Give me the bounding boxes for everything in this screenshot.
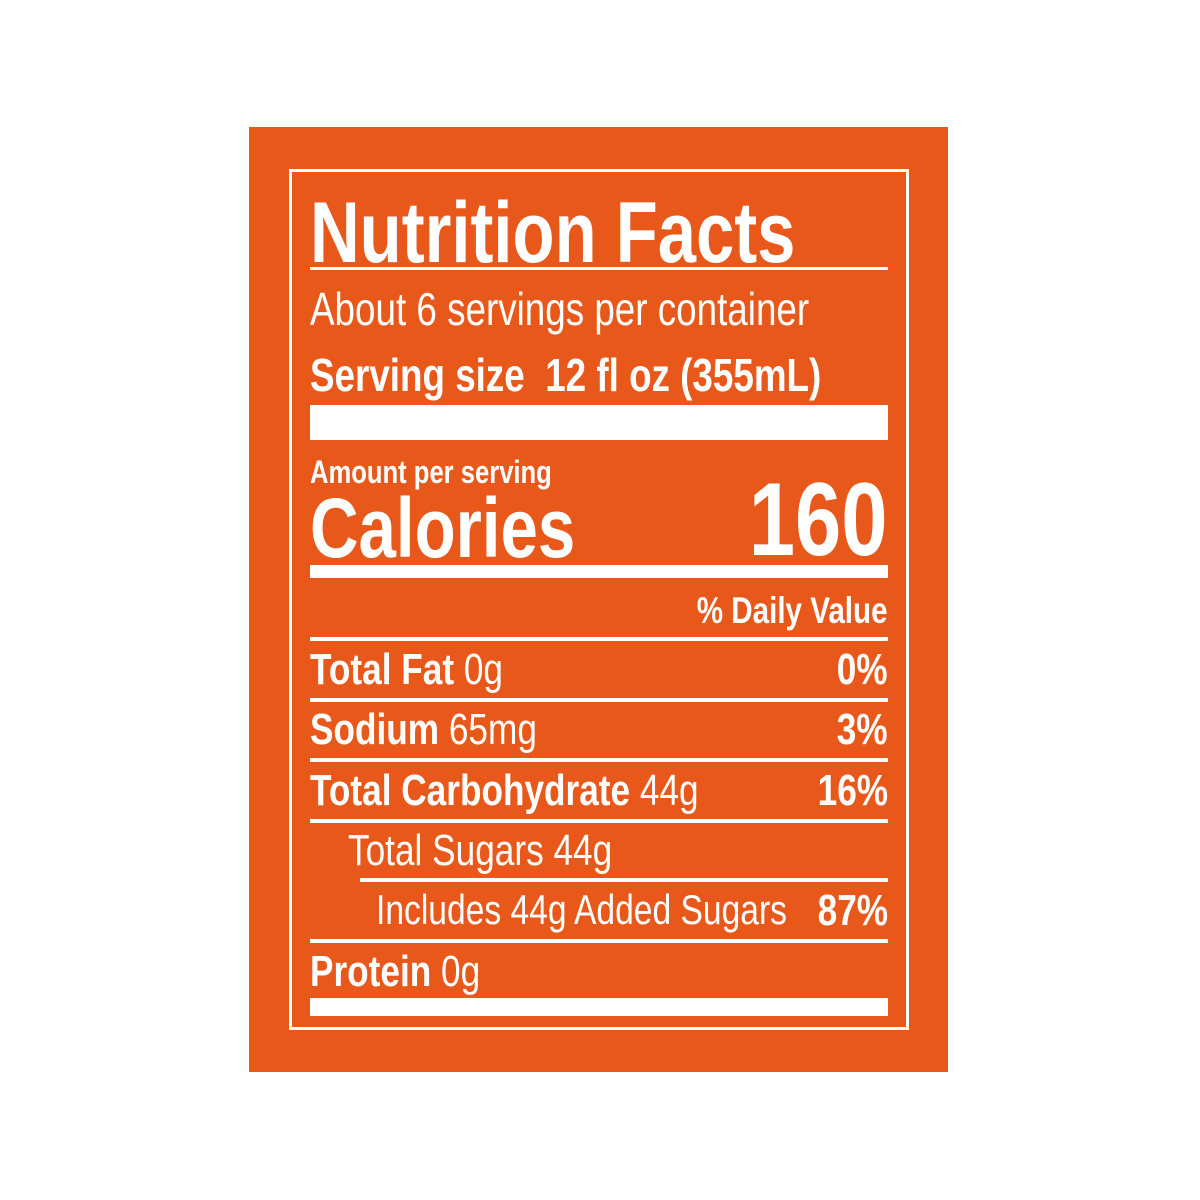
- divider: [310, 698, 888, 702]
- calories-label: Calories: [310, 481, 576, 575]
- thick-divider: [310, 565, 888, 578]
- nutrient-name: Protein: [310, 947, 432, 996]
- nutrient-dv: 16%: [817, 766, 888, 815]
- calories-value: 160: [749, 462, 888, 578]
- serving-size-value: 12 fl oz (355mL): [545, 349, 822, 401]
- divider: [310, 267, 888, 270]
- divider: [310, 758, 888, 762]
- label-title: Nutrition Facts: [310, 185, 796, 281]
- thick-divider: [310, 998, 888, 1016]
- nutrient-amount: 44g: [639, 766, 699, 815]
- serving-size: Serving size 12 fl oz (355mL): [310, 352, 821, 398]
- amount-per-serving: Amount per serving: [310, 454, 552, 490]
- nutrient-row-total-sugars: Total Sugars 44g: [348, 826, 613, 875]
- thick-divider: [310, 405, 888, 440]
- nutrient-amount: 0g: [463, 645, 503, 694]
- nutrient-dv: 3%: [837, 705, 888, 754]
- nutrient-name: Total Fat: [310, 645, 455, 694]
- nutrient-dv: 0%: [837, 645, 888, 694]
- nutrient-row-sodium: Sodium 65mg: [310, 708, 537, 752]
- divider: [360, 878, 888, 882]
- label-frame: Nutrition Facts About 6 servings per con…: [289, 169, 909, 1030]
- nutrient-row-protein: Protein 0g: [310, 950, 480, 994]
- nutrient-amount: 65mg: [448, 705, 537, 754]
- nutrient-row-carbohydrate: Total Carbohydrate 44g: [310, 769, 699, 813]
- serving-size-label: Serving size: [310, 349, 525, 401]
- nutrient-name: Total Carbohydrate: [310, 766, 631, 815]
- divider: [310, 939, 888, 943]
- nutrient-name: Sodium: [310, 705, 440, 754]
- divider: [310, 637, 888, 641]
- nutrition-label: Nutrition Facts About 6 servings per con…: [249, 127, 948, 1072]
- nutrient-dv: 87%: [817, 886, 888, 935]
- divider: [310, 819, 888, 823]
- nutrient-amount: 0g: [441, 947, 481, 996]
- servings-per-container: About 6 servings per container: [310, 283, 810, 335]
- daily-value-header: % Daily Value: [697, 590, 888, 631]
- nutrient-row-added-sugars: Includes 44g Added Sugars: [376, 886, 787, 933]
- nutrient-row-total-fat: Total Fat 0g: [310, 648, 503, 692]
